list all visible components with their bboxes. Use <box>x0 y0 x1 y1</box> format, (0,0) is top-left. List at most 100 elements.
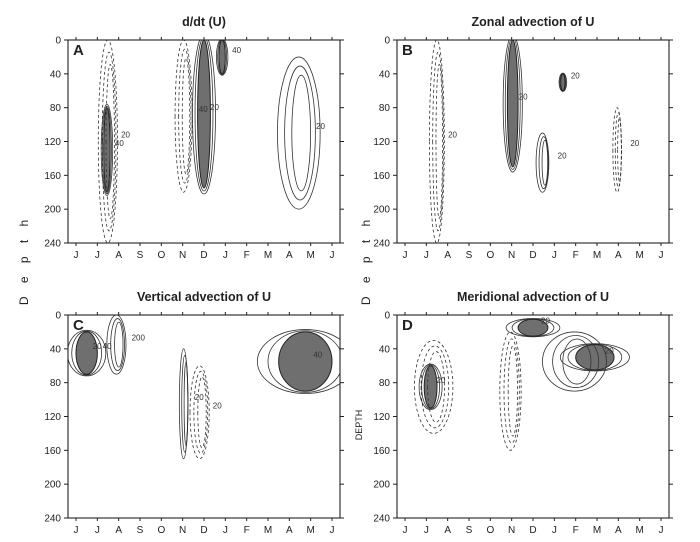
x-tick-label: A <box>444 250 451 261</box>
contour-dashed-4 <box>189 365 210 460</box>
y-tick-label: 240 <box>44 514 61 525</box>
contour-line <box>183 360 189 447</box>
x-tick-label: M <box>593 250 601 261</box>
contour-line <box>197 376 207 448</box>
contour-line <box>503 338 520 444</box>
x-tick-label: S <box>137 525 144 536</box>
y-tick-label: 0 <box>384 311 390 322</box>
contour-line <box>538 136 549 190</box>
x-tick-label: N <box>508 250 515 261</box>
y-tick-label: 120 <box>373 412 390 423</box>
contour-value-label: 20 <box>316 122 325 131</box>
panel-letter: B <box>402 42 413 59</box>
x-tick-label: D <box>200 525 207 536</box>
x-tick-label: D <box>529 250 536 261</box>
panel-letter: C <box>73 317 84 334</box>
contour-ring <box>418 363 443 411</box>
contour-ring <box>71 330 103 376</box>
contour-value-label: 40 <box>103 342 112 351</box>
y-tick-label: 0 <box>55 36 61 47</box>
y-tick-label: 80 <box>50 103 62 114</box>
y-tick-label: 200 <box>373 205 390 216</box>
contour-core <box>218 40 226 75</box>
contour-value-label: 40 <box>313 351 322 360</box>
contour-solid-5 <box>535 132 550 193</box>
panel-b: 20 20 20 20 20 Zonal advection of U B 0 40 80 120 1… <box>373 15 673 261</box>
contour-core <box>103 107 111 193</box>
contour-dashed-5 <box>499 331 522 452</box>
contour-line <box>414 339 454 434</box>
contour-ring <box>256 329 340 394</box>
x-tick-label: J <box>659 250 664 261</box>
contour-value-label: 20 <box>541 317 550 326</box>
y-tick-label: 160 <box>373 446 390 457</box>
x-tick-label: M <box>264 525 272 536</box>
contour-line <box>178 48 192 184</box>
contour-ring <box>215 40 229 76</box>
contour-value-label: 40 <box>232 46 241 55</box>
contour-value-label: 40 <box>199 105 208 114</box>
x-tick-label: J <box>424 525 429 536</box>
x-tick-label: M <box>264 250 272 261</box>
contour-ring <box>511 318 555 337</box>
contour-dashed-4 <box>612 106 622 193</box>
contour-core <box>506 40 519 168</box>
contour-ring <box>267 330 340 393</box>
contour-line <box>105 63 115 220</box>
y-tick-label: 0 <box>55 311 61 322</box>
contour-line <box>612 106 622 193</box>
y-axis-label: D e p t h <box>17 215 31 305</box>
contour-line <box>193 371 209 454</box>
contour-line <box>562 338 592 385</box>
x-tick-label: A <box>615 250 622 261</box>
contour-ring <box>502 40 523 173</box>
contour-value-label: 40 <box>115 139 124 148</box>
x-tick-label: N <box>508 525 515 536</box>
contour-line <box>432 51 444 232</box>
x-tick-label: S <box>137 250 144 261</box>
x-tick-label: A <box>115 525 122 536</box>
contour-shaded-3 <box>215 40 229 76</box>
contour-shaded-1 <box>502 40 523 173</box>
panel-letter: D <box>402 317 413 334</box>
contour-line <box>114 321 124 368</box>
contour-value-label: 20 <box>121 131 130 140</box>
x-tick-label: J <box>552 525 557 536</box>
contour-dashed-5 <box>174 40 193 194</box>
contour-line <box>420 345 450 429</box>
contour-core <box>197 40 211 189</box>
contour-core <box>75 331 98 375</box>
x-tick-label: A <box>286 525 293 536</box>
x-tick-label: S <box>466 525 473 536</box>
panel-d: 20 20 20 Meridional advection of U D 0 40 80 120… <box>373 290 673 536</box>
x-tick-label: D <box>529 525 536 536</box>
contour-ring <box>505 318 561 338</box>
contour-value-label: 20 <box>210 103 219 112</box>
contour-core <box>517 318 549 337</box>
depth-label-panel-d: DEPTH <box>354 410 364 441</box>
contour-line <box>174 40 193 194</box>
contour-value-label: 20 <box>93 342 102 351</box>
contour-line <box>428 40 445 243</box>
contour-shaded-1 <box>192 40 216 195</box>
contour-line <box>427 351 445 423</box>
contour-value-label: 20 <box>519 92 528 101</box>
contour-ring <box>567 343 623 371</box>
contour-ring <box>100 103 114 197</box>
contour-line <box>499 331 522 452</box>
contour-shaded-2 <box>256 329 340 394</box>
x-tick-label: J <box>223 250 228 261</box>
contour-line <box>291 74 311 192</box>
y-tick-label: 120 <box>44 412 61 423</box>
contour-line <box>535 132 550 193</box>
y-tick-label: 160 <box>373 171 390 182</box>
contour-value-label: 20 <box>571 71 580 80</box>
y-tick-label: 0 <box>384 36 390 47</box>
y-tick-label: 80 <box>379 378 391 389</box>
contour-line <box>617 117 622 183</box>
